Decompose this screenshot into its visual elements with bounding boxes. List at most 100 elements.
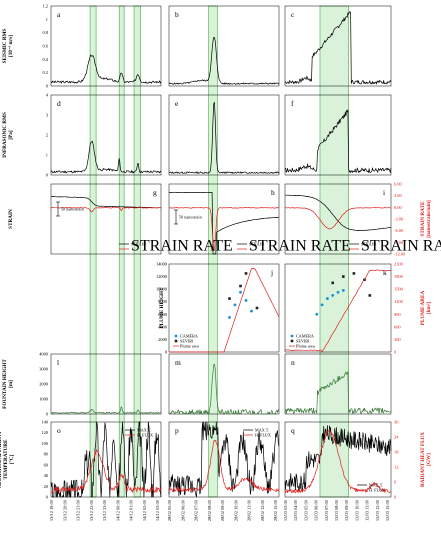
legend-swatch	[290, 339, 294, 343]
time-label: 12/03 12:00	[375, 499, 380, 521]
scale-bar-label: 50 nanostrain	[179, 215, 203, 220]
tick-label: 2000	[39, 382, 49, 387]
heat-flux-line	[50, 449, 162, 493]
strain-rate-line	[284, 207, 391, 230]
tick-label: 10000	[156, 287, 168, 292]
y-axis-label: [m]	[8, 380, 14, 388]
legend-label: STRAIN RATE	[249, 238, 351, 255]
legend-label: SEVIRI	[180, 339, 194, 344]
camera-point	[320, 303, 324, 307]
camera-point	[326, 297, 329, 300]
tick-label: -12.00	[394, 252, 406, 257]
time-label: 12/03 11:00	[365, 499, 370, 521]
seviri-point	[239, 284, 242, 288]
tick-label: 3	[46, 113, 49, 118]
tick-label: 6.00	[394, 182, 402, 187]
seviri-point	[368, 294, 372, 297]
tick-label: 20	[44, 484, 49, 489]
seismic-line	[284, 11, 392, 85]
tick-label: 80	[44, 452, 49, 457]
legend-label: Plume area	[180, 344, 199, 349]
seviri-point	[342, 275, 345, 278]
fountain-line	[284, 371, 392, 415]
max-temp-line	[168, 421, 280, 498]
tick-label: 300	[394, 337, 401, 342]
tick-label: 60	[44, 462, 49, 467]
y-axis-label: INFRASONIC RMS	[2, 112, 8, 158]
time-label: 12/03 05:00	[303, 499, 308, 521]
tick-label: 0.8	[43, 30, 49, 35]
panel-letter: p	[175, 426, 179, 435]
plume-area-line	[169, 268, 280, 353]
y-axis-label: SEISMIC RMS	[2, 29, 8, 64]
time-label: 12/03 07:00	[324, 499, 329, 521]
panel-frame	[284, 353, 392, 415]
time-label: 13/12 22:00	[89, 499, 94, 521]
y-axis-label: MAXIMUM APPARENT	[0, 431, 3, 488]
time-label: 28/02 06:00	[180, 499, 185, 521]
legend-swatch	[290, 334, 294, 338]
tick-label: -9.00	[394, 240, 404, 245]
panel-letter: o	[57, 426, 61, 435]
legend-label: H. FLUX	[137, 433, 153, 438]
tick-label: 0.6	[43, 44, 49, 49]
tick-label: 3.00	[394, 193, 402, 198]
tick-label: 0	[46, 84, 49, 89]
time-label: 28/02 08:00	[207, 499, 212, 521]
panel-letter: c	[291, 10, 295, 19]
heat-flux-line	[284, 429, 392, 494]
y-axis-label: PLUME HEIGHT	[159, 287, 165, 329]
panel-letter: h	[271, 188, 275, 197]
time-label: 28/02 10:00	[233, 499, 238, 521]
panel-letter: a	[57, 10, 61, 19]
tick-label: 1	[46, 17, 48, 22]
strain-line	[50, 196, 162, 209]
highlight-band	[319, 5, 349, 498]
strain-rate-line	[168, 207, 280, 252]
tick-label: 4	[46, 93, 49, 98]
max-temp-line	[284, 425, 392, 492]
tick-label: 900	[394, 312, 401, 317]
time-label: 28/02 12:00	[260, 499, 265, 521]
legend-label: MAX T.	[137, 428, 151, 433]
tick-label: 18	[394, 450, 399, 455]
tick-label: 24	[394, 435, 399, 440]
panel-frame	[50, 183, 162, 255]
y-axis-label-right: [nanostrain/min]	[426, 200, 432, 238]
seviri-point	[255, 306, 259, 310]
panel-frame	[50, 5, 162, 87]
highlight-band	[89, 5, 97, 498]
y-axis-label-right: RADIANT HEAT FLUX	[420, 432, 426, 487]
time-label: 12/03 03:00	[283, 499, 288, 521]
panel-frame	[50, 353, 162, 415]
legend-label: H. FLUX	[369, 488, 385, 493]
scale-bar-label: 50 nanostrain	[61, 207, 85, 212]
tick-label: 0.4	[43, 57, 49, 62]
y-axis-label-right: [GW]	[426, 453, 432, 466]
y-axis-label-right: PLUME AREA	[420, 291, 426, 326]
panel-frame	[168, 353, 280, 415]
y-axis-label-right: [km²]	[426, 302, 432, 314]
infrasonic-line	[168, 101, 280, 174]
tick-label: 2	[46, 133, 48, 138]
camera-point	[250, 309, 253, 313]
strain-rate-line	[50, 207, 162, 213]
y-axis-label: FOUNTAIN HEIGHT	[2, 359, 8, 409]
legend-label: SEVIRI	[296, 339, 310, 344]
panel-frame	[168, 94, 280, 176]
time-label: 12/03 04:00	[293, 499, 298, 521]
time-label: 28/02 11:00	[247, 499, 252, 521]
legend-label: H. FLUX	[255, 433, 271, 438]
time-label: 14/12 01:00	[129, 499, 134, 521]
tick-label: 0	[46, 173, 49, 178]
tick-label: 12	[394, 465, 398, 470]
seismic-line	[168, 37, 280, 85]
camera-point	[228, 316, 231, 319]
fountain-line	[50, 406, 162, 414]
legend-swatch	[174, 339, 178, 343]
y-axis-label: TEMPERATURE	[3, 439, 9, 480]
legend-label: CAMERA	[180, 334, 198, 339]
panel-letter: k	[383, 268, 387, 277]
tick-label: -6.00	[394, 228, 404, 233]
